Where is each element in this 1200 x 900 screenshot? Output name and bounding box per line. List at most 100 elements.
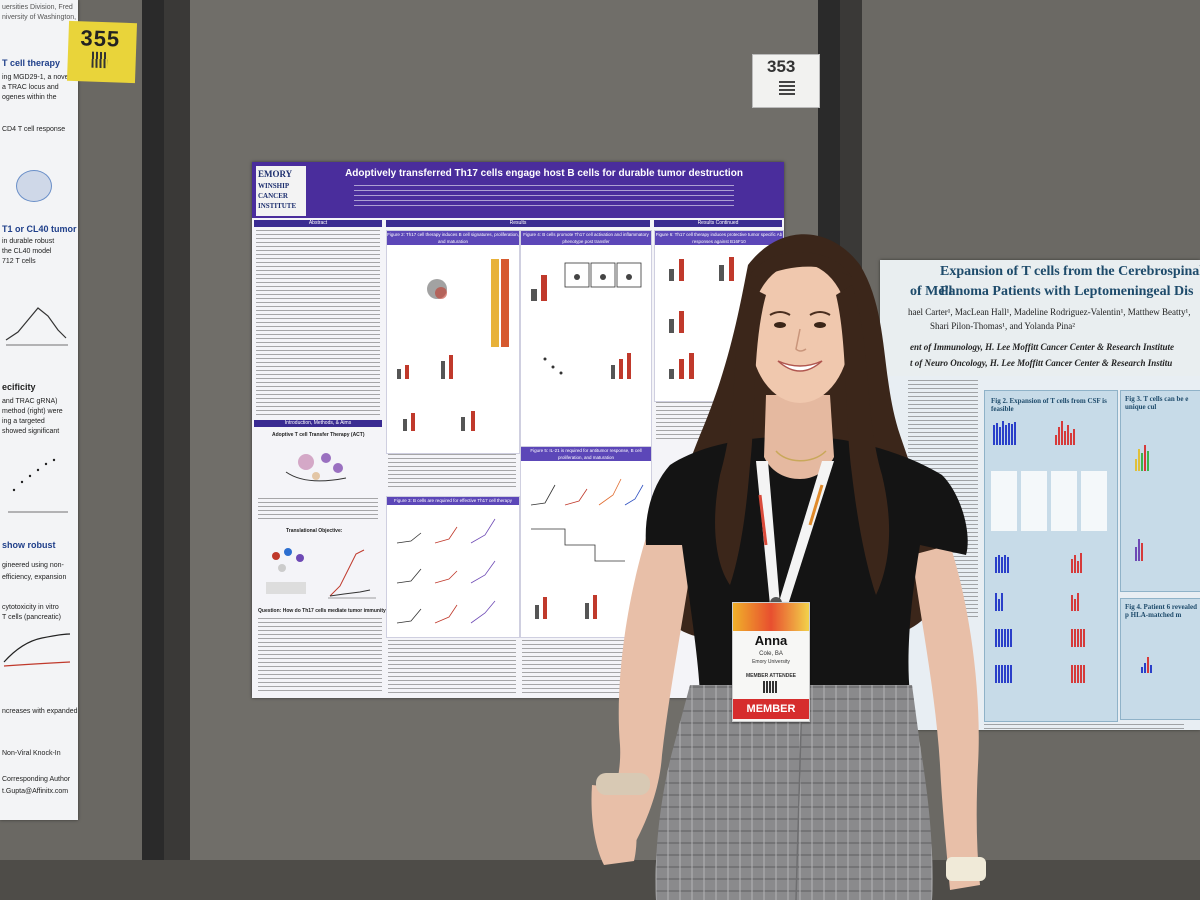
right-arm <box>912 545 980 890</box>
hair-top <box>750 252 852 277</box>
section-results: Results <box>386 220 650 227</box>
logo-text: EMORY <box>258 169 293 179</box>
right-eyebrow <box>809 311 831 316</box>
left-poster-line: T cells (pancreatic) <box>2 614 62 621</box>
section-results-continued: Results Continued <box>654 220 782 227</box>
figure-4-plots <box>531 262 642 379</box>
figure-4: Figure 4: B cells promote Th17 cell acti… <box>520 230 652 454</box>
poster-title: Adoptively transferred Th17 cells engage… <box>345 168 743 179</box>
right-poster-authors-line2: Shari Pilon-Thomas¹, and Yolanda Pina² <box>930 321 1075 331</box>
poster-number: 353 <box>767 57 796 76</box>
qr-code-icon <box>763 681 777 693</box>
badge-degree: Cole, BA <box>759 651 783 657</box>
poster-header: EMORY WINSHIP CANCER INSTITUTE Adoptivel… <box>252 162 784 218</box>
right-fig2-bars <box>993 421 1016 445</box>
scrunchie <box>596 773 650 795</box>
question-text: Question: How do Th17 cells mediate tumo… <box>258 608 389 614</box>
left-poster-line: in durable robust <box>2 238 55 245</box>
section-introduction: Introduction, Methods, & Aims <box>254 420 382 427</box>
abstract-text <box>256 230 380 418</box>
face <box>750 263 850 403</box>
right-eye <box>814 322 826 328</box>
left-poster-line: ecificity <box>2 382 36 392</box>
poster-number: 355 <box>80 25 121 52</box>
lanyard-logo-2 <box>808 484 824 526</box>
poster-number-tag-353: 353 <box>752 54 820 108</box>
figure-2-plots <box>397 259 509 431</box>
left-eyebrow <box>769 311 791 316</box>
left-poster-line-plot <box>5 307 68 346</box>
figure-5-plots <box>530 478 644 619</box>
right-fig2-bars-row-red <box>1071 553 1082 573</box>
nose <box>795 328 807 352</box>
left-poster-line: and TRAC gRNA) <box>2 398 58 405</box>
figure-2: Figure 2: Th17 cell therapy induces B ce… <box>386 230 520 454</box>
logo-text: CANCER <box>258 192 288 200</box>
cd4-diagram <box>266 548 376 599</box>
hair-left-strand <box>715 285 766 585</box>
left-poster-cell-diagram <box>16 170 52 202</box>
name-badge: Anna Cole, BA Emory University MEMBER AT… <box>732 602 810 722</box>
qr-code-icon <box>91 51 108 69</box>
figure-5-title: Figure 5: IL-21 is required for antitumo… <box>521 447 651 461</box>
left-poster-line: efficiency, expansion <box>2 574 67 581</box>
left-poster-curve <box>3 633 71 667</box>
left-hand <box>591 785 637 865</box>
figure-6-plots <box>669 257 734 379</box>
left-poster: uersities Division, Fred niversity of Wa… <box>0 0 78 820</box>
intro-subtitle: Adoptive T cell Transfer Therapy (ACT) <box>272 432 365 438</box>
left-poster-line: a TRAC locus and <box>2 84 59 91</box>
left-poster-line: Corresponding Author <box>2 776 71 783</box>
left-poster-line: CD4 T cell response <box>2 126 66 133</box>
left-poster-line: T1 or CL40 tumor <box>2 224 77 234</box>
left-poster-line: t.Gupta@Affinitx.com <box>2 788 69 795</box>
right-fig2-bars-row4-red <box>1071 663 1085 683</box>
left-eye <box>774 322 786 328</box>
intro-text <box>258 498 378 522</box>
right-fig2-flow-plots <box>991 471 1111 531</box>
act-diagram <box>285 453 347 482</box>
right-fig2-title: Fig 2. Expansion of T cells from CSF is … <box>991 397 1107 413</box>
badge-name: Anna <box>754 633 788 648</box>
translational-objective: Translational Objective: <box>286 528 343 534</box>
right-poster-fig4: Fig 4. Patient 6 revealed p HLA-matched … <box>1120 598 1200 720</box>
left-poster-line: ogenes within the <box>2 94 57 101</box>
right-fig4-bars <box>1141 643 1152 673</box>
right-fig2-bars-red <box>1055 421 1075 445</box>
emory-winship-logo: EMORY WINSHIP CANCER INSTITUTE <box>256 166 306 216</box>
right-fig2-bars-row2 <box>995 591 1003 611</box>
right-fig3-title: Fig 3. T cells can be e unique cul <box>1125 395 1189 411</box>
right-poster-dept-line2: t of Neuro Oncology, H. Lee Moffitt Canc… <box>910 358 1173 368</box>
right-poster-authors-line1: hael Carter¹, MacLean Hall¹, Madeline Ro… <box>908 307 1191 317</box>
right-fig4-title: Fig 4. Patient 6 revealed p HLA-matched … <box>1125 603 1197 619</box>
right-fig3-bars-2 <box>1135 531 1143 561</box>
right-fig2-bars-row4 <box>995 663 1012 683</box>
left-poster-line: ing a targeted <box>2 418 45 425</box>
right-fig2-bars-row2-red <box>1071 591 1079 611</box>
right-poster-title-line2: of Melanoma Patients with Leptomeningeal… <box>910 284 1194 299</box>
lanyard-left <box>756 461 780 605</box>
figure-3-plots <box>396 518 496 624</box>
figure-3: Figure 3: B cells are required for effec… <box>386 496 520 638</box>
qr-code-icon <box>779 79 795 95</box>
left-poster-scatter <box>8 458 68 513</box>
smile <box>777 360 823 372</box>
left-poster-line: 712 T cells <box>2 258 36 265</box>
poster-authors <box>314 183 774 209</box>
right-poster-fig3: Fig 3. T cells can be e unique cul <box>1120 390 1200 592</box>
right-poster-footer-text <box>984 724 1184 730</box>
left-poster-line: ncreases with expanded <box>2 708 78 715</box>
badge-organization: Emory University <box>752 659 790 665</box>
board-pole-left <box>142 0 164 900</box>
left-arm <box>600 525 694 845</box>
left-poster-line: T cell therapy <box>2 58 61 68</box>
badge-member-ribbon: MEMBER <box>733 699 809 719</box>
board-pole-left-inner <box>164 0 190 900</box>
lanyard-logo <box>758 494 768 546</box>
left-poster-line: Non-Viral Knock-In <box>2 750 61 757</box>
left-poster-line: the CL40 model <box>2 248 52 255</box>
figure-2-caption <box>388 454 516 490</box>
left-poster-line: gineered using non- <box>2 562 64 569</box>
left-poster-line: show robust <box>2 540 56 550</box>
poster-number-tag-355: 355 <box>66 20 138 84</box>
